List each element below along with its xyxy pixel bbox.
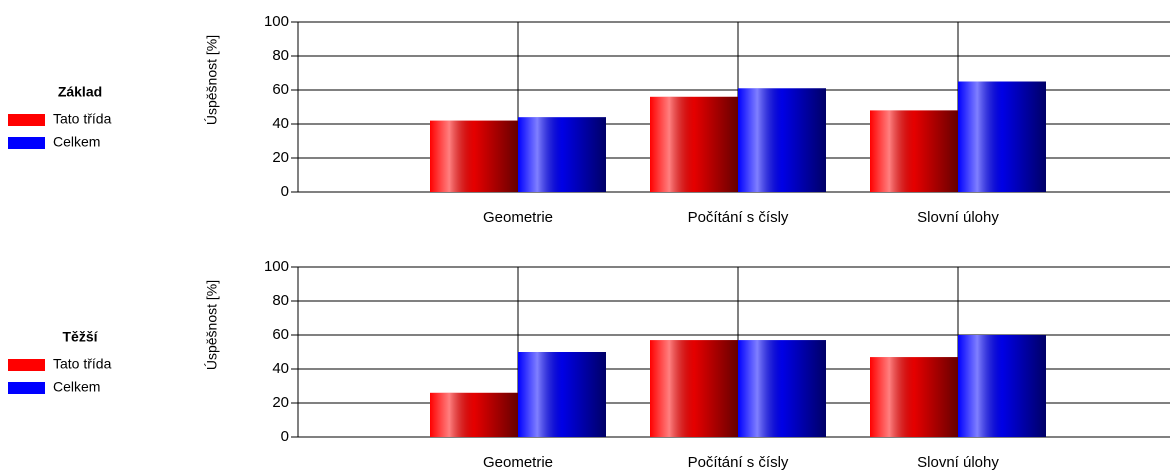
legend-title: Základ <box>58 84 102 100</box>
bar-shade <box>650 340 738 437</box>
legend-swatch <box>8 114 45 126</box>
y-tick-label: 100 <box>264 13 289 30</box>
bar-shade <box>738 340 826 437</box>
bar-shade <box>518 117 606 192</box>
y-tick-label: 80 <box>272 292 289 309</box>
y-tick-label: 80 <box>272 47 289 64</box>
x-tick-label: Počítání s čísly <box>688 454 789 471</box>
y-tick-label: 0 <box>281 428 289 445</box>
y-axis-label: Úspěšnost [%] <box>204 280 220 370</box>
y-tick-label: 100 <box>264 258 289 275</box>
y-tick-label: 0 <box>281 183 289 200</box>
bar-shade <box>430 392 518 437</box>
bar-shade <box>518 352 606 437</box>
bar-shade <box>870 110 958 192</box>
x-tick-label: Počítání s čísly <box>688 209 789 226</box>
x-tick-label: Geometrie <box>483 454 553 471</box>
x-tick-label: Slovní úlohy <box>917 209 999 226</box>
legend-label: Celkem <box>53 379 100 395</box>
bar-shade <box>650 96 738 192</box>
y-tick-label: 20 <box>272 149 289 166</box>
legend-swatch <box>8 359 45 371</box>
bar-shade <box>430 120 518 192</box>
legend-swatch <box>8 382 45 394</box>
bar-shade <box>738 88 826 192</box>
x-tick-label: Geometrie <box>483 209 553 226</box>
y-tick-label: 60 <box>272 81 289 98</box>
bar-shade <box>958 81 1046 192</box>
legend-label: Tato třída <box>53 111 112 127</box>
legend-label: Tato třída <box>53 356 112 372</box>
y-tick-label: 60 <box>272 326 289 343</box>
bar-shade <box>958 335 1046 437</box>
y-axis-label: Úspěšnost [%] <box>204 35 220 125</box>
legend-swatch <box>8 137 45 149</box>
x-tick-label: Slovní úlohy <box>917 454 999 471</box>
bar-shade <box>870 357 958 437</box>
legend-label: Celkem <box>53 134 100 150</box>
legend-title: Těžší <box>62 329 98 345</box>
y-tick-label: 40 <box>272 360 289 377</box>
y-tick-label: 40 <box>272 115 289 132</box>
y-tick-label: 20 <box>272 394 289 411</box>
